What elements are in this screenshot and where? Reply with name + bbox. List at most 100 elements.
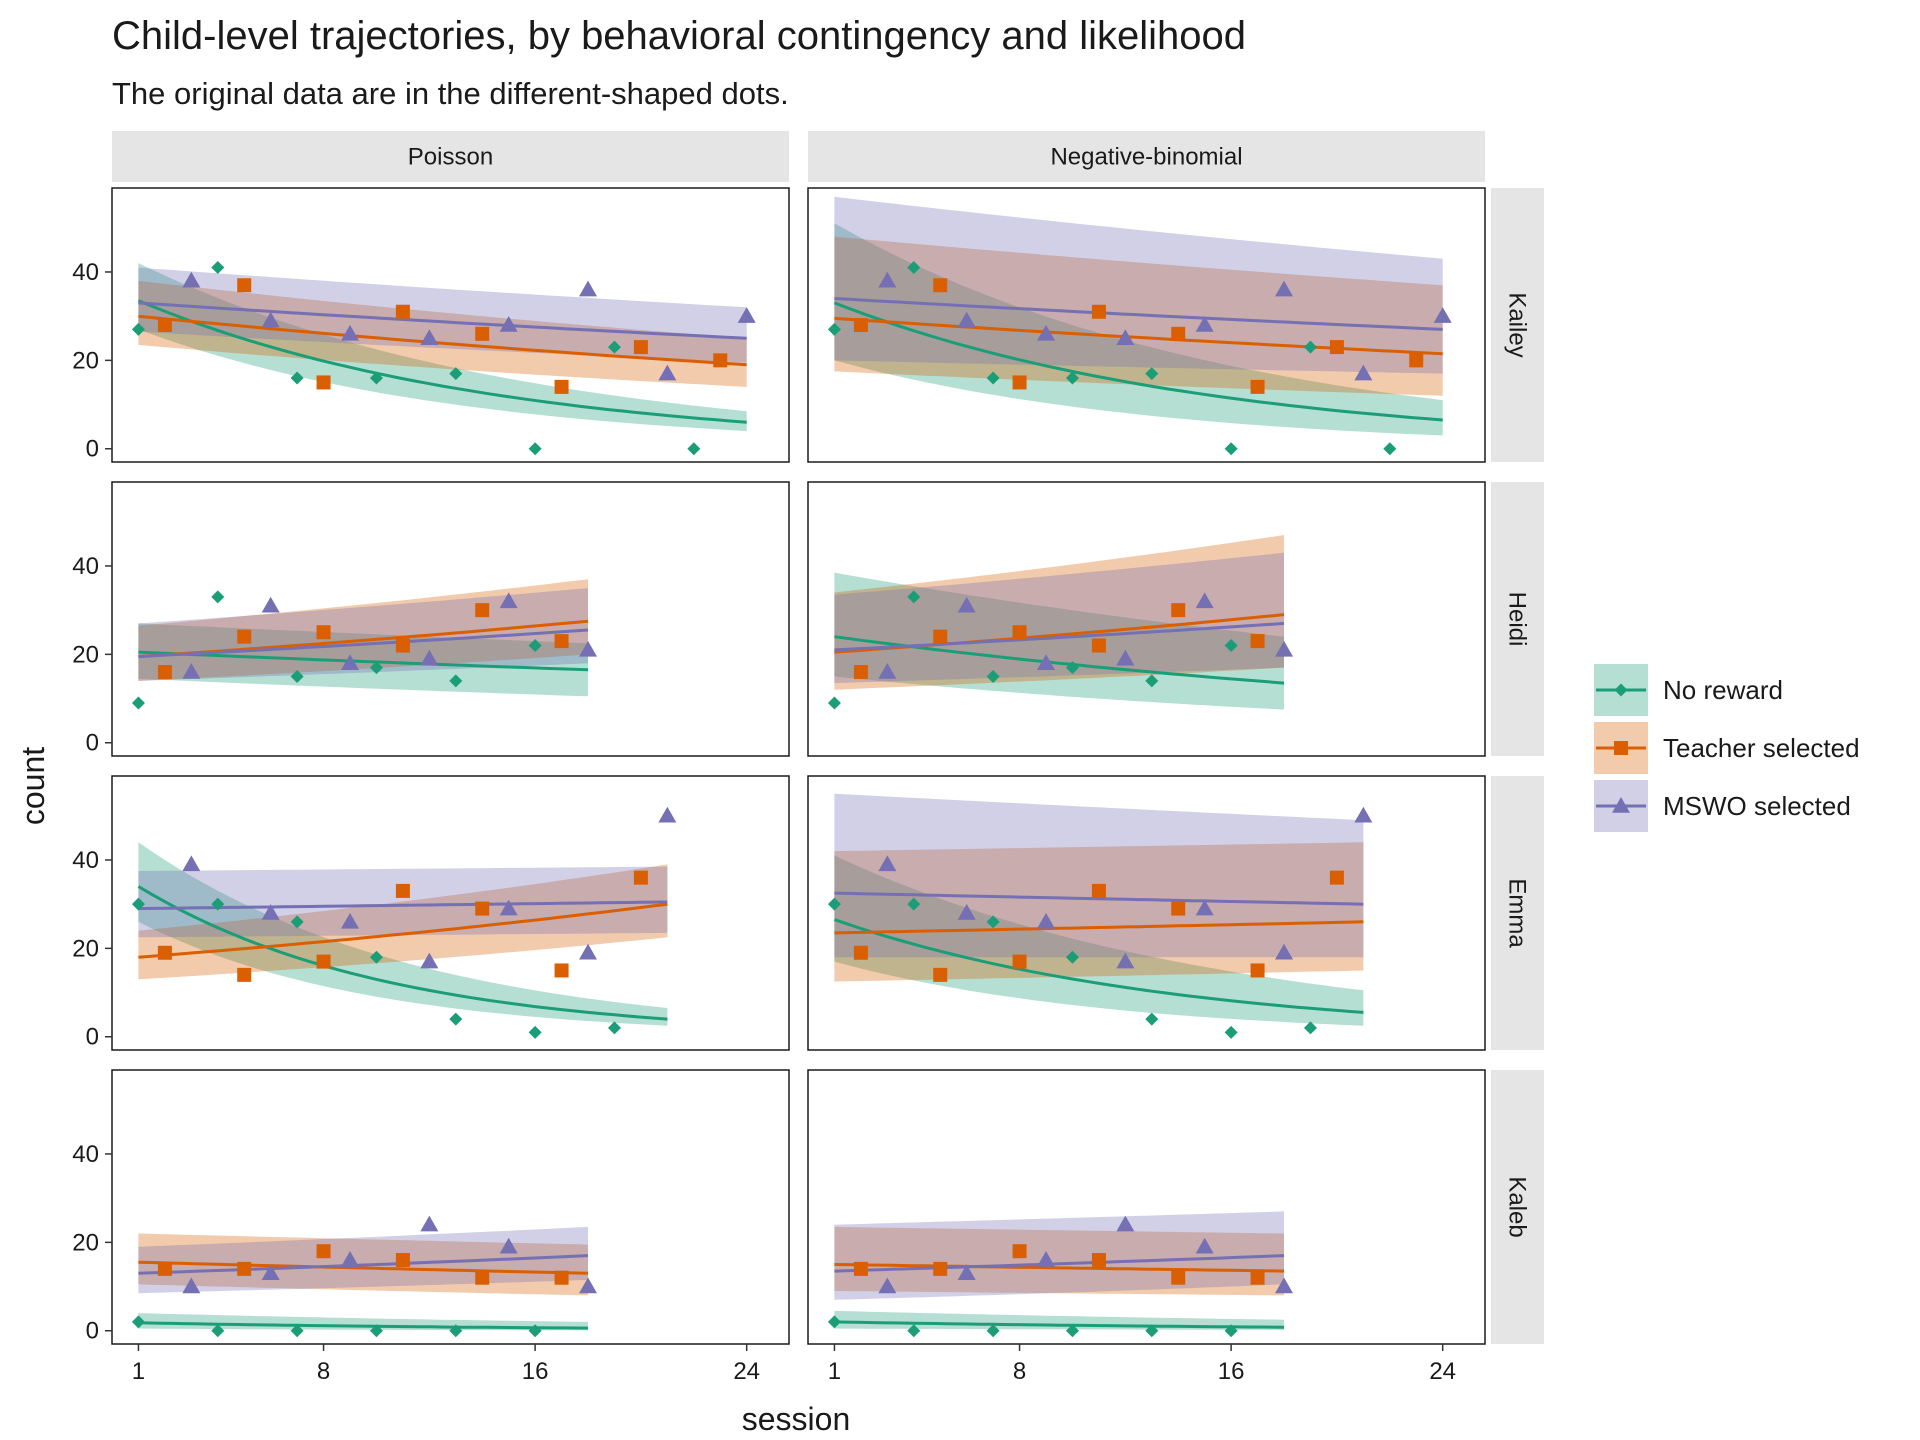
data-point-teacher-selected — [1012, 375, 1027, 390]
data-point-mswo-selected — [579, 640, 598, 657]
data-point-no-reward — [607, 340, 621, 354]
panel-poisson-kailey — [111, 187, 790, 463]
row-strip-kailey: Kailey — [1491, 188, 1544, 462]
data-point-teacher-selected — [1091, 304, 1106, 319]
x-tick-label: 8 — [1013, 1358, 1026, 1385]
data-point-teacher-selected — [475, 901, 490, 916]
data-point-teacher-selected — [395, 883, 410, 898]
panel-negative-binomial-kaleb — [807, 1069, 1486, 1345]
data-point-no-reward — [369, 371, 383, 385]
ribbon-teacher-selected — [138, 864, 668, 980]
fit-line-mswo-selected — [138, 1254, 589, 1275]
data-point-teacher-selected — [853, 318, 868, 332]
data-point-no-reward — [131, 1315, 145, 1329]
data-point-no-reward — [1303, 1021, 1317, 1035]
data-point-teacher-selected — [157, 318, 172, 332]
data-point-no-reward — [1224, 1025, 1238, 1039]
data-point-mswo-selected — [878, 271, 897, 288]
data-point-mswo-selected — [1275, 943, 1294, 960]
data-point-no-reward — [1065, 1324, 1079, 1338]
row-strip-kaleb: Kaleb — [1491, 1070, 1544, 1344]
chart-subtitle: The original data are in the different-s… — [112, 76, 789, 111]
x-tick-label: 24 — [1429, 1358, 1456, 1385]
data-point-no-reward — [290, 915, 304, 929]
data-point-no-reward — [1303, 340, 1317, 354]
data-point-teacher-selected — [1250, 963, 1265, 978]
legend-item-teacher-selected: Teacher selected — [1594, 722, 1860, 774]
data-point-teacher-selected — [475, 603, 490, 618]
panel-poisson-heidi — [111, 481, 790, 757]
data-point-mswo-selected — [182, 271, 201, 288]
fit-line-teacher-selected — [138, 314, 747, 367]
data-point-mswo-selected — [499, 316, 518, 332]
data-point-no-reward — [687, 442, 701, 456]
data-point-mswo-selected — [261, 596, 280, 613]
data-point-teacher-selected — [395, 304, 410, 319]
legend: No reward Teacher selected MSWO selected — [1594, 664, 1860, 832]
y-tick-label: 20 — [72, 347, 99, 374]
data-point-teacher-selected — [395, 1253, 410, 1268]
panel-background — [112, 482, 789, 756]
ribbon-no-reward — [834, 855, 1364, 1026]
data-point-teacher-selected — [933, 278, 948, 293]
data-point-no-reward — [449, 1324, 463, 1338]
data-point-mswo-selected — [1116, 329, 1135, 346]
data-point-mswo-selected — [341, 912, 360, 929]
column-strip-background — [808, 131, 1485, 182]
data-point-no-reward — [1145, 1324, 1159, 1338]
ribbon-teacher-selected — [834, 842, 1364, 982]
y-tick-label: 20 — [72, 935, 99, 962]
data-point-no-reward — [131, 696, 145, 710]
x-tick-label: 24 — [733, 1358, 760, 1385]
data-point-teacher-selected — [1329, 340, 1344, 355]
data-point-teacher-selected — [853, 945, 868, 960]
fit-line-no-reward — [138, 1321, 589, 1330]
data-point-mswo-selected — [579, 943, 598, 960]
fit-line-mswo-selected — [834, 297, 1443, 331]
column-strip-label: Negative-binomial — [1050, 144, 1242, 171]
data-point-teacher-selected — [853, 665, 868, 680]
data-point-mswo-selected — [957, 904, 976, 920]
panel-border — [807, 481, 1486, 757]
data-point-no-reward — [907, 1324, 921, 1338]
data-point-mswo-selected — [957, 311, 976, 328]
panel-poisson-kaleb — [111, 1069, 790, 1345]
data-point-mswo-selected — [420, 1215, 439, 1232]
data-point-teacher-selected — [316, 954, 331, 969]
data-point-mswo-selected — [1275, 1277, 1294, 1294]
data-point-mswo-selected — [1037, 1251, 1056, 1267]
x-tick-label: 8 — [317, 1358, 330, 1385]
x-tick-label: 16 — [522, 1358, 549, 1385]
row-strip-label: Kaleb — [1504, 1176, 1531, 1237]
row-strip-background — [1491, 188, 1544, 462]
data-point-mswo-selected — [261, 1264, 280, 1281]
data-point-no-reward — [986, 1324, 1000, 1338]
data-point-teacher-selected — [1250, 379, 1265, 394]
legend-key-marker — [1614, 683, 1628, 697]
row-strip-background — [1491, 1070, 1544, 1344]
data-point-no-reward — [211, 261, 225, 275]
facet-grid: Poisson Negative-binomial Kailey Heidi Emma K… — [111, 131, 1544, 1345]
fit-line-mswo-selected — [834, 891, 1364, 906]
legend-label: Teacher selected — [1663, 733, 1860, 763]
data-point-mswo-selected — [341, 654, 360, 670]
data-point-mswo-selected — [182, 855, 201, 872]
data-point-teacher-selected — [157, 665, 172, 680]
data-point-mswo-selected — [1195, 316, 1214, 332]
fit-line-mswo-selected — [834, 1254, 1285, 1273]
data-point-no-reward — [1145, 1012, 1159, 1026]
data-point-no-reward — [369, 950, 383, 964]
data-point-no-reward — [1065, 661, 1079, 675]
data-point-no-reward — [907, 897, 921, 911]
data-point-teacher-selected — [933, 1261, 948, 1276]
data-point-mswo-selected — [1433, 307, 1452, 323]
row-strip-label: Kailey — [1504, 292, 1531, 357]
data-point-no-reward — [528, 639, 542, 653]
fit-line-no-reward — [833, 918, 1364, 1014]
data-point-teacher-selected — [316, 375, 331, 390]
panel-poisson-emma — [111, 775, 790, 1051]
legend-key-marker — [1612, 797, 1630, 813]
data-point-mswo-selected — [261, 904, 280, 920]
data-point-mswo-selected — [579, 1277, 598, 1294]
